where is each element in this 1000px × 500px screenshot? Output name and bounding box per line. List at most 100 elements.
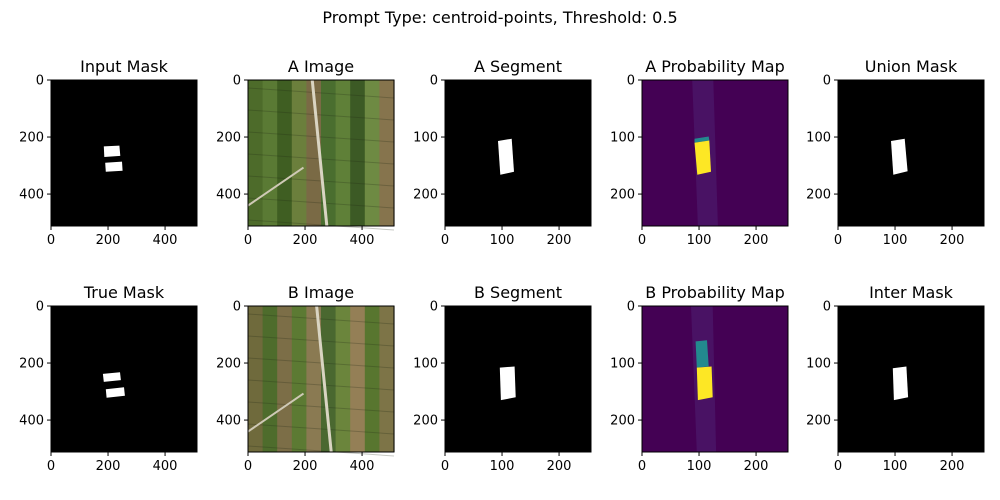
image-field-strip (321, 306, 337, 452)
mask-background (51, 80, 197, 226)
mask-background (445, 80, 591, 226)
x-tick-label: 200 (293, 459, 318, 474)
panel-title: Input Mask (80, 57, 168, 76)
panel-b-segment: B Segment 0 100 200 0 100 200 (413, 283, 592, 474)
y-tick-label: 200 (413, 414, 438, 429)
y-tick-label: 0 (627, 300, 635, 315)
mask-background (51, 306, 197, 452)
y-tick-label: 100 (413, 131, 438, 146)
image-field-line (247, 219, 395, 231)
panel-a-probability-map: A Probability Map 0 100 200 0 100 200 (610, 57, 789, 248)
panel-a-segment: A Segment 0 100 200 0 100 200 (413, 57, 592, 248)
x-tick-label: 0 (47, 459, 55, 474)
panel-title: B Probability Map (645, 283, 785, 302)
image-field-strip (335, 80, 351, 226)
y-tick-label: 0 (36, 300, 44, 315)
y-tick-label: 100 (413, 357, 438, 372)
x-tick-label: 0 (638, 233, 646, 248)
panel-frame (837, 305, 985, 453)
image-field-strip (379, 306, 395, 452)
mask-background (838, 306, 984, 452)
image-field-line (247, 379, 395, 391)
x-tick-label: 0 (638, 459, 646, 474)
y-tick-label: 0 (627, 74, 635, 89)
panel-title: A Probability Map (645, 57, 784, 76)
image-field-strip (248, 80, 264, 226)
panel-input-mask: Input Mask 0 200 400 0 200 400 (19, 57, 198, 248)
mask-background (838, 80, 984, 226)
panels-grid: Input Mask 0 200 400 0 200 400 A Image 0 200 400 0 2… (19, 57, 985, 474)
x-tick-label: 0 (834, 233, 842, 248)
y-tick-label: 100 (806, 357, 831, 372)
image-road (247, 392, 305, 433)
y-tick-label: 400 (19, 414, 44, 429)
panel-inter-mask: Inter Mask 0 100 200 0 100 200 (806, 283, 985, 474)
x-tick-label: 100 (687, 459, 712, 474)
x-tick-label: 200 (744, 459, 769, 474)
y-tick-label: 0 (430, 74, 438, 89)
mask-region (498, 138, 514, 175)
image-field-strip (306, 80, 322, 226)
y-tick-label: 200 (216, 131, 241, 146)
x-tick-label: 200 (293, 233, 318, 248)
image-field-strip (335, 306, 351, 452)
y-tick-label: 0 (36, 74, 44, 89)
image-field-strip (277, 306, 293, 452)
y-tick-label: 0 (233, 300, 241, 315)
y-tick-label: 200 (19, 357, 44, 372)
x-tick-label: 200 (940, 233, 965, 248)
x-tick-label: 0 (441, 233, 449, 248)
image-field-strip (248, 306, 264, 452)
probability-mid-region (695, 340, 709, 368)
y-tick-label: 200 (413, 188, 438, 203)
panel-frame (247, 79, 395, 227)
panel-frame (444, 79, 592, 227)
mask-region (891, 138, 908, 175)
mask-background (445, 306, 591, 452)
image-field-line (247, 109, 395, 121)
image-field-strip (379, 80, 395, 226)
image-field-strip (364, 80, 380, 226)
panel-title: True Mask (83, 283, 165, 302)
image-field-strip (306, 306, 322, 452)
mask-region (499, 366, 516, 401)
image-field-line (247, 313, 395, 325)
panel-title: A Segment (474, 57, 562, 76)
panel-frame (444, 305, 592, 453)
mask-region (102, 372, 121, 382)
y-tick-label: 400 (216, 414, 241, 429)
probability-high-region (696, 366, 713, 401)
image-road (247, 166, 305, 207)
image-field-line (247, 87, 395, 99)
panel-title: Union Mask (865, 57, 958, 76)
image-road (315, 305, 333, 453)
y-tick-label: 0 (430, 300, 438, 315)
image-field-strip (262, 80, 278, 226)
y-tick-label: 200 (806, 414, 831, 429)
y-tick-label: 400 (216, 188, 241, 203)
x-tick-label: 0 (47, 233, 55, 248)
y-tick-label: 200 (19, 131, 44, 146)
mask-region (105, 161, 123, 172)
mask-region (103, 145, 121, 157)
y-tick-label: 200 (806, 188, 831, 203)
probability-mid-region (694, 136, 710, 143)
panel-b-probability-map: B Probability Map 0 100 200 0 100 200 (610, 283, 789, 474)
panel-true-mask: True Mask 0 200 400 0 200 400 (19, 283, 198, 474)
image-field-strip (291, 80, 307, 226)
x-tick-label: 200 (940, 459, 965, 474)
x-tick-label: 400 (153, 459, 178, 474)
image-field-line (247, 401, 395, 413)
panel-a-image: A Image 0 200 400 0 200 400 (216, 57, 395, 248)
panel-title: Inter Mask (869, 283, 954, 302)
mask-region (105, 387, 125, 398)
x-tick-label: 400 (350, 459, 375, 474)
y-tick-label: 0 (823, 74, 831, 89)
panel-frame (641, 305, 789, 453)
x-tick-label: 400 (153, 233, 178, 248)
x-tick-label: 0 (441, 459, 449, 474)
image-field-line (247, 197, 395, 209)
y-tick-label: 200 (610, 414, 635, 429)
probability-high-region (694, 140, 711, 175)
